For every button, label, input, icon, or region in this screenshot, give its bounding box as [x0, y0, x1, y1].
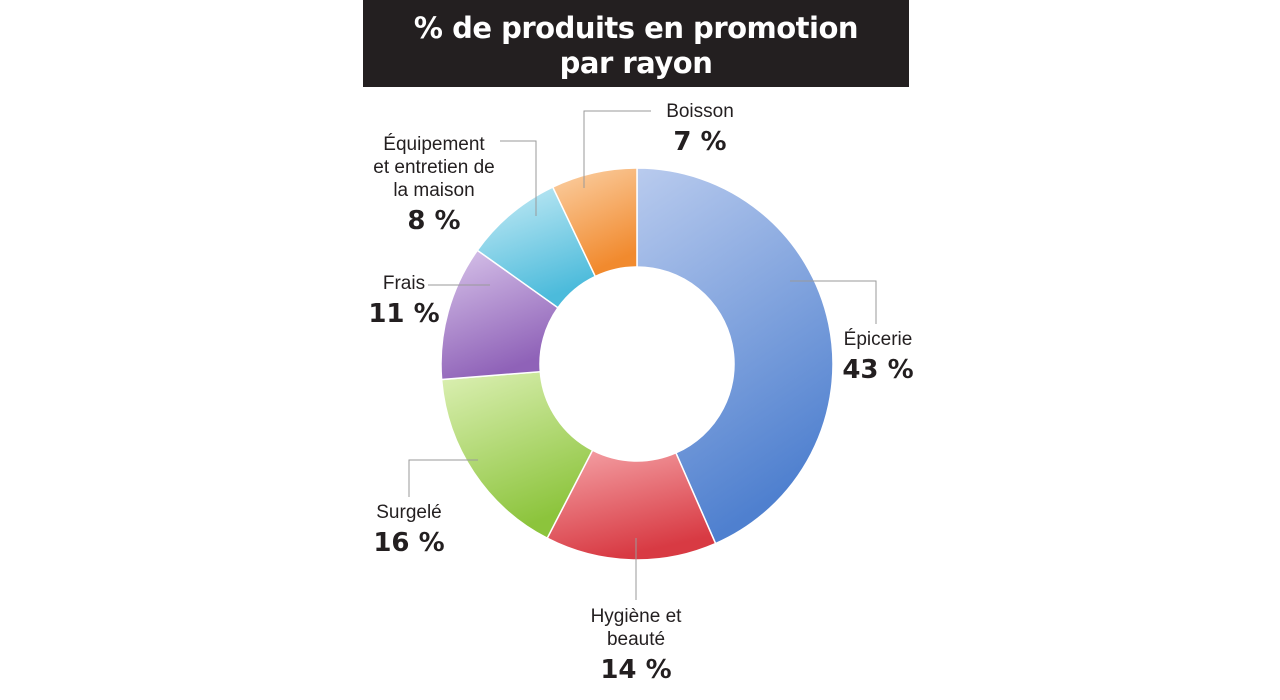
slice-label-line: la maison — [393, 180, 474, 201]
donut-slices — [440, 167, 834, 561]
slice-value-epicerie: 43 % — [842, 355, 913, 385]
chart-title-line-2: par rayon — [559, 46, 713, 80]
slice-label-line: Boisson — [666, 101, 734, 122]
slice-value-hygiene: 14 % — [600, 655, 671, 685]
slice-labels: Épicerie 43 % Hygiène et beauté 14 % Surgelé 1… — [368, 101, 913, 685]
leader-lines — [408, 110, 877, 600]
leader-line-boisson — [583, 110, 651, 188]
slice-boisson — [551, 167, 638, 278]
leader-line-epicerie — [790, 280, 877, 324]
slice-value-surgele: 16 % — [373, 528, 444, 558]
slice-surgele — [440, 370, 594, 540]
slice-label-frais: Frais — [383, 273, 425, 294]
slice-label-hygiene: Hygiène et beauté — [591, 606, 683, 650]
slice-label-equipement: Équipement et entretien de la maison — [373, 134, 494, 201]
slice-label-surgele: Surgelé — [376, 502, 442, 523]
chart-title: % de produits en promotion par rayon — [363, 0, 909, 87]
slice-label-line: Équipement — [383, 134, 485, 155]
slice-label-line: beauté — [607, 629, 665, 650]
slice-value-boisson: 7 % — [673, 127, 726, 157]
slice-label-line: Hygiène et — [591, 606, 683, 627]
slice-label-boisson: Boisson — [666, 101, 734, 122]
slice-epicerie — [636, 167, 834, 545]
slice-value-equipement: 8 % — [407, 206, 460, 236]
chart-title-line-1: % de produits en promotion — [413, 11, 859, 45]
leader-line-equipement — [500, 140, 537, 216]
slice-label-line: Frais — [383, 273, 425, 294]
slice-label-epicerie: Épicerie — [844, 329, 913, 350]
slice-label-line: et entretien de — [373, 157, 494, 178]
slice-label-line: Épicerie — [844, 329, 913, 350]
slice-label-line: Surgelé — [376, 502, 442, 523]
leader-line-surgele — [408, 459, 478, 497]
slice-value-frais: 11 % — [368, 299, 439, 329]
